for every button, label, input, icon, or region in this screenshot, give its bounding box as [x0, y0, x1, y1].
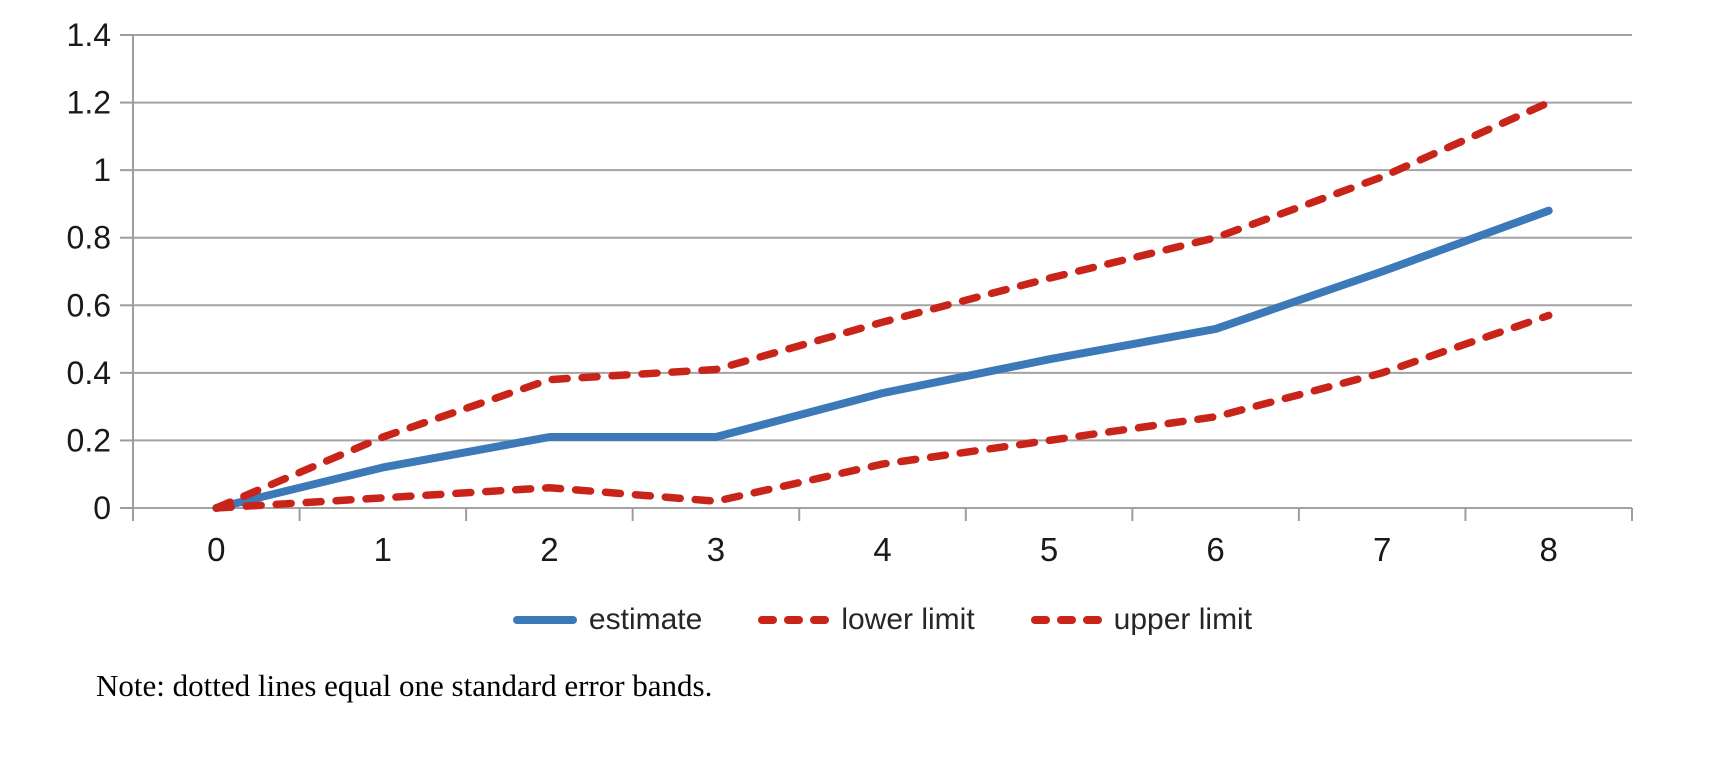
y-tick-label: 1.2	[67, 85, 111, 121]
y-tick-label: 0.6	[67, 287, 111, 323]
x-tick-label: 2	[540, 531, 558, 568]
x-tick-label: 4	[873, 531, 891, 568]
y-tick-label: 0.4	[67, 355, 111, 391]
legend-label-lower-limit: lower limit	[841, 603, 975, 636]
x-tick-label: 3	[707, 531, 725, 568]
upper-limit-line	[212, 98, 1553, 512]
y-tick-label: 1.4	[67, 17, 111, 53]
x-tick-label: 1	[374, 531, 392, 568]
lower-limit-line	[212, 311, 1553, 512]
legend-item-lower-limit: lower limit	[758, 603, 975, 636]
x-tick-label: 6	[1206, 531, 1224, 568]
estimate-line	[212, 206, 1553, 512]
legend-label-estimate: estimate	[588, 603, 703, 636]
lower-limit-dash-swatch	[758, 616, 830, 624]
x-tick-label: 5	[1040, 531, 1058, 568]
y-tick-label: 1	[93, 152, 111, 188]
footnote: Note: dotted lines equal one standard er…	[96, 668, 713, 703]
legend-item-upper-limit: upper limit	[1030, 603, 1253, 636]
upper-limit-dash-swatch	[1030, 616, 1102, 624]
chart-legend: estimate lower limit upper limit	[133, 600, 1632, 640]
y-tick-label: 0.2	[67, 422, 111, 458]
estimate-line-swatch	[512, 616, 577, 624]
y-tick-label: 0.8	[67, 220, 111, 256]
x-tick-label: 0	[207, 531, 225, 568]
x-tick-label: 7	[1373, 531, 1391, 568]
y-tick-label: 0	[93, 490, 111, 526]
x-tick-label: 8	[1540, 531, 1558, 568]
legend-item-estimate: estimate	[512, 603, 703, 636]
line-chart: 0 0.2 0.4 0.6 0.8 1 1.2 1.4 0 1 2 3 4 5 6 7 8	[67, 17, 1633, 568]
legend-label-upper-limit: upper limit	[1113, 603, 1253, 636]
